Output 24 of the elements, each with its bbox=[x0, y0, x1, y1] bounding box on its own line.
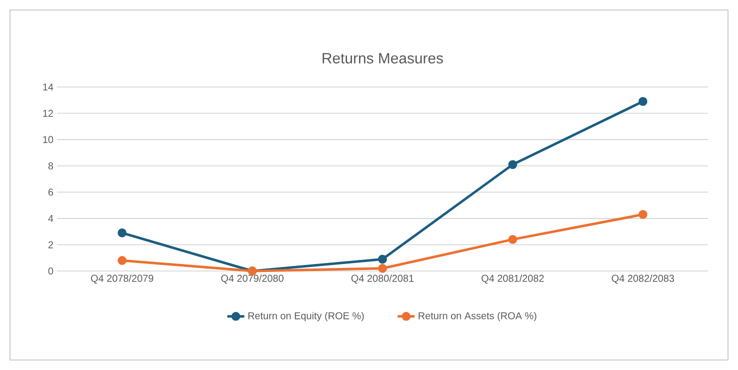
point bbox=[118, 256, 127, 265]
y-tick-label: 6 bbox=[48, 188, 54, 196]
y-tick-label: 10 bbox=[43, 136, 54, 144]
legend-label: Return on Assets (ROA %) bbox=[418, 312, 536, 322]
y-tick-label: 0 bbox=[48, 267, 54, 275]
chart-title: Returns Measures bbox=[322, 53, 443, 64]
y-tick-label: 8 bbox=[48, 162, 54, 170]
point bbox=[508, 235, 518, 244]
point bbox=[378, 264, 387, 273]
y-tick-label: 2 bbox=[48, 241, 53, 248]
x-tick-label: Q4 2082/2083 bbox=[612, 274, 674, 284]
y-tick-label: 12 bbox=[43, 110, 53, 117]
point bbox=[508, 160, 518, 169]
point bbox=[638, 210, 648, 219]
x-tick-label: Q4 2079/2080 bbox=[221, 274, 284, 284]
y-tick-label: 4 bbox=[48, 214, 54, 222]
point bbox=[638, 97, 648, 106]
x-tick-label: Q4 2081/2082 bbox=[482, 274, 544, 284]
x-tick-label: Q4 2080/2081 bbox=[351, 274, 414, 284]
point bbox=[118, 228, 127, 238]
point bbox=[378, 254, 387, 264]
legend-label: Return on Equity (ROE %) bbox=[248, 312, 364, 322]
x-tick-label: Q4 2078/2079 bbox=[91, 274, 154, 284]
y-tick-label: 14 bbox=[43, 84, 54, 90]
